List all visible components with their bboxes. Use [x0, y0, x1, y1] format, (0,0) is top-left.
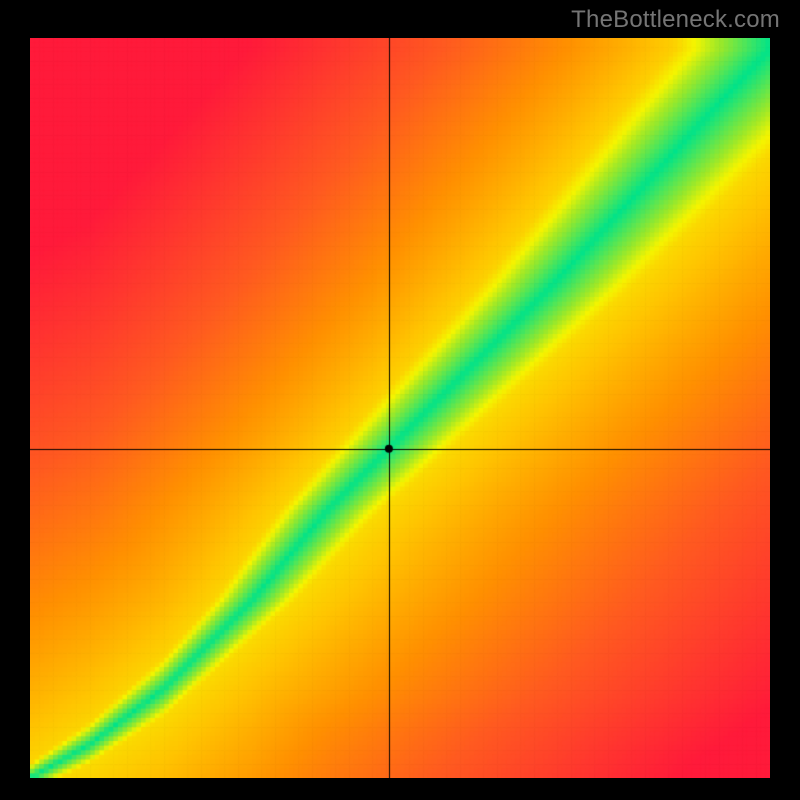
watermark-text: TheBottleneck.com	[571, 6, 780, 34]
chart-container: TheBottleneck.com	[0, 0, 800, 800]
crosshair-overlay	[30, 38, 770, 778]
